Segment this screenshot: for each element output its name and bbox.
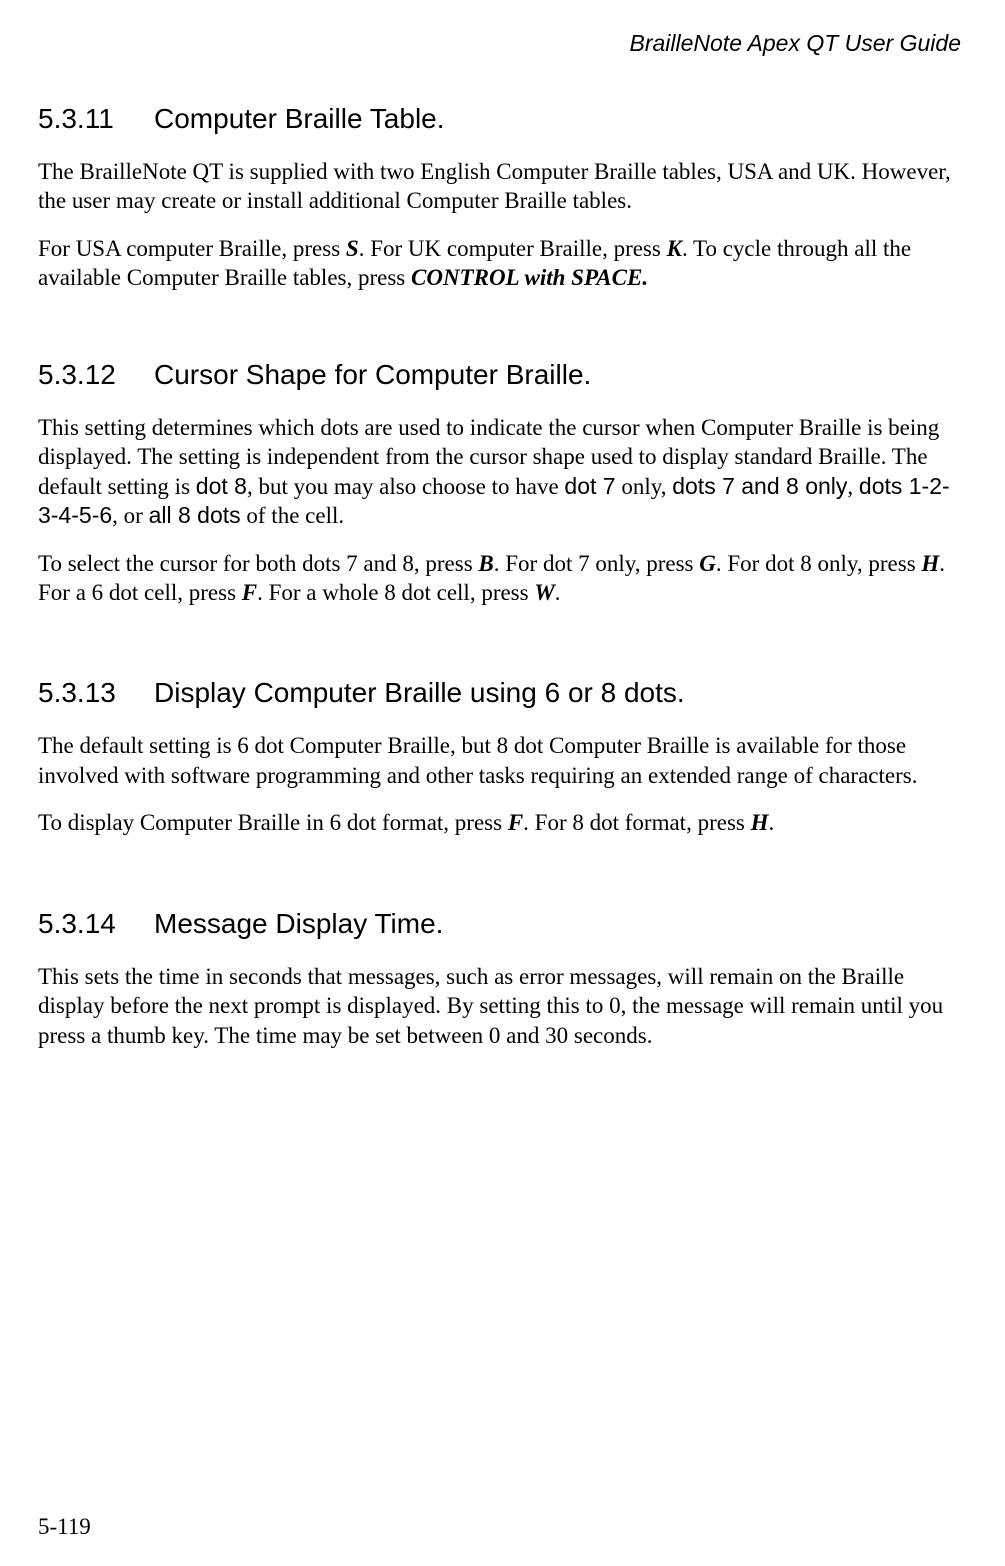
text-run: , or [112,503,148,528]
text-run: . For 8 dot format, press [523,810,750,835]
section-number: 5.3.14 [38,908,154,940]
text-run: To display Computer Braille in 6 dot for… [38,810,508,835]
key-press: K [667,236,682,261]
section-5-3-12: 5.3.12 Cursor Shape for Computer Braille… [38,359,967,608]
key-press: CONTROL with SPACE. [411,265,648,290]
text-run: . For UK computer Braille, press [359,236,667,261]
ui-term: dot 7 [564,473,615,499]
key-press: F [242,580,257,605]
section-title: Display Computer Braille using 6 or 8 do… [154,677,685,709]
key-press: F [508,810,523,835]
text-run: To select the cursor for both dots 7 and… [38,551,478,576]
section-title: Message Display Time. [154,908,443,940]
section-number: 5.3.13 [38,677,154,709]
ui-term: all 8 dots [149,502,241,528]
page-number: 5-119 [38,1514,91,1539]
body-paragraph: To select the cursor for both dots 7 and… [38,549,967,608]
text-run: . [555,580,561,605]
text-run: . [768,810,774,835]
body-paragraph: This sets the time in seconds that messa… [38,962,967,1050]
ui-term: dots 7 and 8 only [672,473,847,499]
section-5-3-11: 5.3.11 Computer Braille Table. The Brail… [38,103,967,293]
body-paragraph: To display Computer Braille in 6 dot for… [38,808,967,837]
page-header: BrailleNote Apex QT User Guide [38,30,967,57]
section-heading: 5.3.11 Computer Braille Table. [38,103,967,135]
page-footer: 5-119 [38,1514,91,1540]
text-run: only, [616,474,673,499]
section-title: Cursor Shape for Computer Braille. [154,359,591,391]
key-press: G [699,551,716,576]
text-run: The BrailleNote QT is supplied with two … [38,159,951,213]
section-heading: 5.3.14 Message Display Time. [38,908,967,940]
section-5-3-13: 5.3.13 Display Computer Braille using 6 … [38,677,967,837]
key-press: B [478,551,493,576]
header-title: BrailleNote Apex QT User Guide [629,30,961,56]
section-title: Computer Braille Table. [154,103,445,135]
body-paragraph: The BrailleNote QT is supplied with two … [38,157,967,216]
text-run: . For dot 7 only, press [494,551,700,576]
text-run: . For a whole 8 dot cell, press [257,580,534,605]
key-press: W [534,580,554,605]
text-run: The default setting is 6 dot Computer Br… [38,733,917,787]
section-5-3-14: 5.3.14 Message Display Time. This sets t… [38,908,967,1050]
body-paragraph: This setting determines which dots are u… [38,413,967,531]
section-heading: 5.3.12 Cursor Shape for Computer Braille… [38,359,967,391]
text-run: For USA computer Braille, press [38,236,346,261]
ui-term: dot 8 [196,473,247,499]
section-number: 5.3.12 [38,359,154,391]
text-run: , [847,474,859,499]
section-heading: 5.3.13 Display Computer Braille using 6 … [38,677,967,709]
text-run: of the cell. [241,503,344,528]
body-paragraph: The default setting is 6 dot Computer Br… [38,731,967,790]
key-press: H [921,551,939,576]
body-paragraph: For USA computer Braille, press S. For U… [38,234,967,293]
section-number: 5.3.11 [38,103,154,135]
text-run: . For dot 8 only, press [716,551,922,576]
key-press: S [346,236,359,261]
text-run: This sets the time in seconds that messa… [38,964,943,1048]
key-press: H [751,810,769,835]
text-run: , but you may also choose to have [247,474,564,499]
